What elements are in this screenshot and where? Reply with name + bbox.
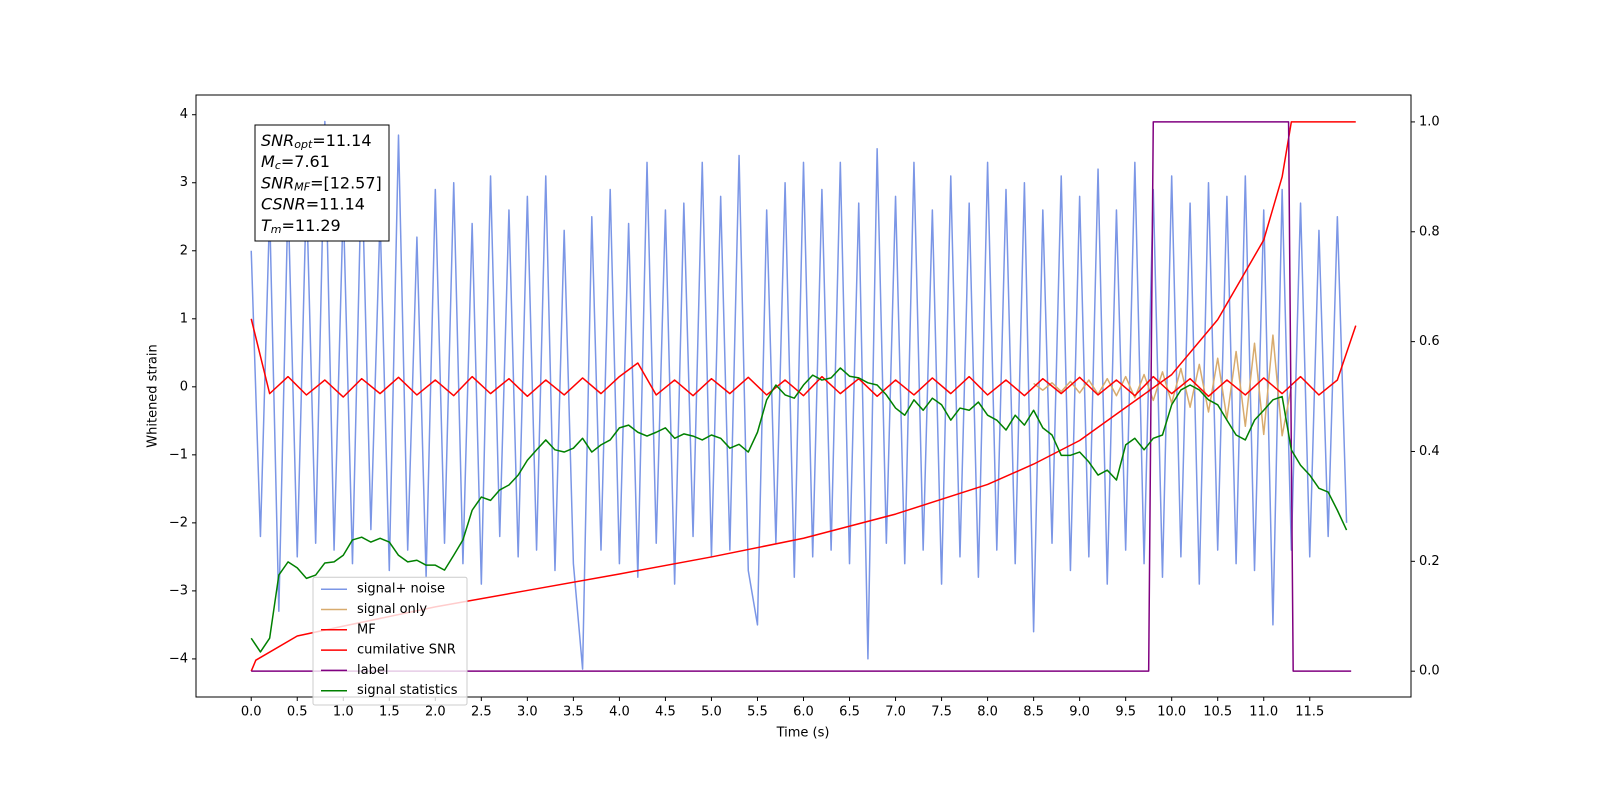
- x-tick-label: 3.0: [517, 705, 538, 720]
- annotation-line: CSNR=11.14: [261, 194, 365, 213]
- y-tick-label: 2: [180, 243, 188, 258]
- x-tick-label: 0.0: [241, 705, 262, 720]
- x-tick-label: 10.5: [1203, 705, 1232, 720]
- annotation-symbol: CSNR: [261, 194, 306, 213]
- y2-tick-label: 1.0: [1419, 114, 1440, 129]
- x-tick-label: 5.0: [701, 705, 722, 720]
- y-tick-label: −1: [169, 447, 188, 462]
- y2-tick-label: 0.0: [1419, 664, 1440, 679]
- y2-tick-label: 0.6: [1419, 334, 1440, 349]
- annotation-subscript: c: [275, 159, 281, 172]
- annotation-value: =11.29: [282, 215, 341, 234]
- annotation-line: Tm=11.29: [261, 215, 341, 236]
- x-tick-label: 9.5: [1115, 705, 1136, 720]
- annotation-subscript: opt: [294, 138, 313, 151]
- legend-frame: [312, 576, 468, 706]
- x-tick-label: 3.5: [563, 705, 584, 720]
- annotation-value: =11.14: [312, 131, 371, 150]
- series-line: [250, 367, 1348, 653]
- annotation-symbol: T: [261, 215, 272, 234]
- axes: 0.0 0.5 1.0 1.5 2.0 2.5 3.0 3.5 4.0 4.5 5.0 5.5 6.0 6…: [169, 107, 1440, 719]
- y-axis-label: Whitened strain: [146, 344, 161, 447]
- annotation-symbol: M: [261, 152, 275, 171]
- y-tick-label: 4: [180, 107, 188, 122]
- x-tick-label: 6.5: [839, 705, 860, 720]
- annotation-subscript: m: [271, 223, 282, 236]
- y2-tick-label: 0.2: [1419, 554, 1440, 569]
- x-tick-label: 8.5: [1023, 705, 1044, 720]
- x-tick-label: 8.0: [977, 705, 998, 720]
- legend-label: cumilative SNR: [357, 643, 456, 658]
- annotation-box: SNRopt=11.14Mc=7.61SNRMF=[12.57]CSNR=11.…: [254, 124, 390, 242]
- annotation-subscript: MF: [294, 180, 310, 193]
- x-tick-label: 1.5: [379, 705, 400, 720]
- annotation-value: =11.14: [306, 194, 365, 213]
- legend-label: label: [357, 663, 388, 678]
- y-tick-label: −2: [169, 515, 188, 530]
- series-line: [250, 318, 1357, 398]
- x-tick-label: 2.5: [471, 705, 492, 720]
- x-tick-label: 4.5: [655, 705, 676, 720]
- y-tick-label: −3: [169, 583, 188, 598]
- series-line: [251, 121, 1352, 672]
- y-tick-label: 3: [180, 175, 188, 190]
- x-tick-label: 4.0: [609, 705, 630, 720]
- legend-label: signal only: [357, 602, 427, 617]
- y-tick-label: −4: [169, 651, 188, 666]
- annotation-value: =[12.57]: [310, 173, 382, 192]
- x-tick-label: 11.0: [1249, 705, 1278, 720]
- annotation-symbol: SNR: [261, 173, 294, 192]
- x-tick-label: 0.5: [287, 705, 308, 720]
- legend-label: signal statistics: [357, 683, 458, 698]
- annotation-line: Mc=7.61: [261, 152, 330, 173]
- x-tick-label: 7.5: [931, 705, 952, 720]
- series-line: [1033, 334, 1293, 437]
- annotation-line: SNRMF=[12.57]: [261, 173, 382, 194]
- x-tick-label: 1.0: [333, 705, 354, 720]
- y-tick-label: 1: [180, 311, 188, 326]
- y-tick-label: 0: [180, 379, 188, 394]
- annotation-value: =7.61: [281, 152, 330, 171]
- annotation-symbol: SNR: [261, 131, 294, 150]
- x-tick-label: 9.0: [1069, 705, 1090, 720]
- x-tick-label: 5.5: [747, 705, 768, 720]
- x-tick-label: 2.0: [425, 705, 446, 720]
- x-tick-label: 11.5: [1295, 705, 1324, 720]
- legend-label: signal+ noise: [357, 582, 445, 597]
- annotation-frame: [254, 124, 390, 242]
- annotation-line: SNRopt=11.14: [261, 131, 372, 152]
- x-tick-label: 10.0: [1157, 705, 1186, 720]
- legend-label: MF: [357, 622, 376, 637]
- y2-tick-label: 0.4: [1419, 444, 1440, 459]
- x-axis-label: Time (s): [776, 726, 830, 741]
- legend: signal+ noise signal only MF cumilative SNR…: [312, 576, 468, 706]
- x-tick-label: 6.0: [793, 705, 814, 720]
- x-tick-label: 7.0: [885, 705, 906, 720]
- series-line: [250, 120, 1348, 670]
- y2-tick-label: 0.8: [1419, 224, 1440, 239]
